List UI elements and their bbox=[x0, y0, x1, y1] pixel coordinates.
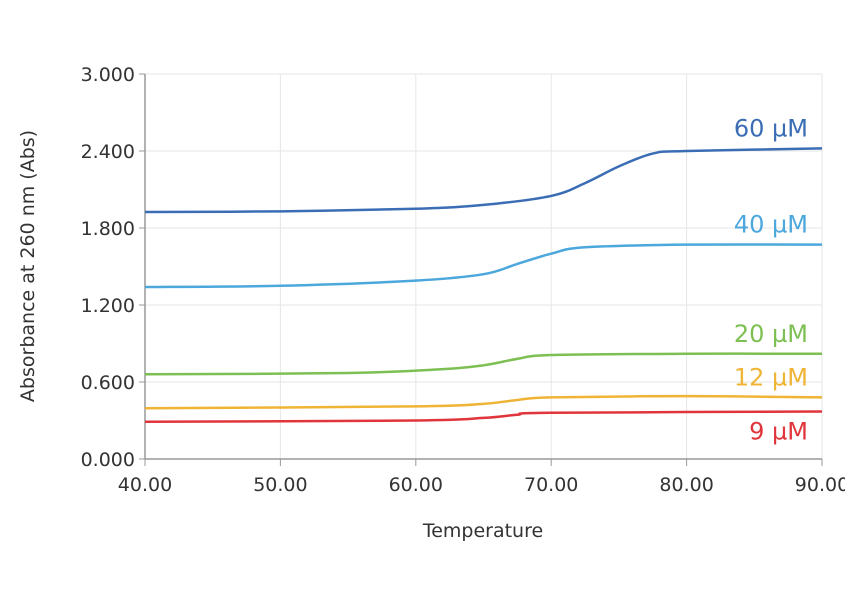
series-label: 20 µM bbox=[734, 320, 808, 348]
series-line bbox=[144, 147, 823, 214]
x-axis-label: Temperature bbox=[422, 520, 543, 542]
x-tick-label: 70.00 bbox=[524, 474, 578, 496]
series-label: 40 µM bbox=[734, 211, 808, 239]
y-tick-label: 1.200 bbox=[81, 295, 135, 317]
y-tick-label: 0.600 bbox=[81, 372, 135, 394]
series-line bbox=[144, 410, 823, 424]
x-tick-label: 90.00 bbox=[795, 474, 845, 496]
y-tick-label: 0.000 bbox=[81, 449, 135, 471]
grid bbox=[144, 73, 823, 460]
series-label: 12 µM bbox=[734, 363, 808, 391]
series-line bbox=[144, 243, 823, 289]
x-tick-label: 60.00 bbox=[389, 474, 443, 496]
series-line bbox=[144, 352, 823, 376]
y-tick-label: 1.800 bbox=[81, 218, 135, 240]
series-group: 60 µM 40 µM 20 µM 12 µM 9 µM bbox=[144, 114, 823, 446]
x-tick-label: 80.00 bbox=[659, 474, 713, 496]
y-tick-label: 2.400 bbox=[81, 141, 135, 163]
axes: 0.000 0.600 1.200 1.800 2.400 3.000 40.00 50.00… bbox=[81, 64, 845, 496]
y-tick-label: 3.000 bbox=[81, 64, 135, 86]
x-tick-label: 50.00 bbox=[253, 474, 307, 496]
series-label: 60 µM bbox=[734, 114, 808, 142]
y-axis-label: Absorbance at 260 nm (Abs) bbox=[17, 130, 39, 402]
series-label: 9 µM bbox=[749, 418, 808, 446]
series-line bbox=[144, 394, 823, 410]
x-tick-label: 40.00 bbox=[118, 474, 172, 496]
